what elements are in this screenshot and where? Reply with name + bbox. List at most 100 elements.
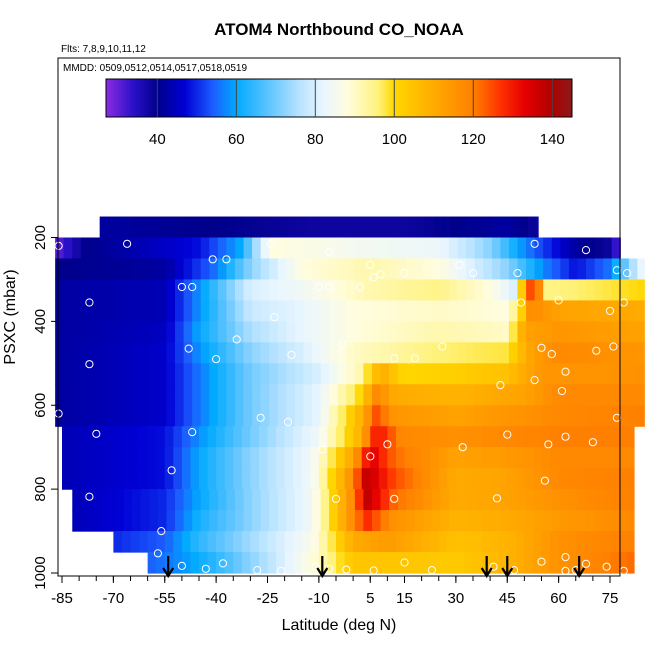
heatmap-cell [116, 216, 126, 239]
sample-point [513, 269, 522, 278]
heatmap-cell [286, 279, 296, 302]
heatmap-cell [166, 363, 176, 385]
heatmap-cell [123, 279, 133, 302]
heatmap-cell [277, 342, 287, 364]
heatmap-cell [243, 237, 253, 260]
heatmap-cell [183, 321, 193, 343]
heatmap-cell [541, 468, 551, 490]
heatmap-cell [132, 405, 142, 427]
heatmap-cell [252, 258, 262, 281]
sample-point [605, 306, 615, 315]
heatmap-cell [303, 405, 313, 427]
heatmap-cell [568, 237, 579, 260]
heatmap-cell [192, 363, 202, 385]
heatmap-cell [175, 510, 185, 532]
heatmap-cell [115, 405, 125, 427]
heatmap-cell [199, 531, 209, 553]
heatmap-cell [337, 342, 347, 364]
heatmap-cell [346, 237, 356, 260]
heatmap-cell [252, 321, 262, 343]
heatmap-cell [200, 384, 210, 406]
heatmap-cell [423, 510, 433, 532]
heatmap-cell [526, 342, 536, 364]
heatmap-row [55, 342, 645, 364]
heatmap-cell [346, 384, 356, 406]
heatmap-cell [106, 279, 116, 302]
heatmap-cell [276, 426, 286, 448]
heatmap-cell [130, 468, 140, 490]
heatmap-cell [286, 258, 296, 281]
heatmap-cell [532, 426, 543, 448]
heatmap-cell [575, 447, 585, 469]
heatmap-row [147, 552, 635, 574]
heatmap-cell [431, 489, 442, 511]
sample-point [123, 239, 132, 248]
heatmap-cell [601, 468, 611, 490]
heatmap-cell [466, 405, 476, 427]
heatmap-cell [217, 258, 227, 281]
heatmap-cell [192, 342, 202, 364]
heatmap-cell [269, 237, 279, 260]
heatmap-cell [430, 552, 440, 574]
heatmap-cell [389, 321, 399, 343]
heatmap-cell [440, 279, 450, 302]
heatmap-cell [534, 237, 544, 260]
heatmap-cell [455, 531, 466, 553]
heatmap-cell [508, 384, 519, 406]
heatmap-cell [62, 447, 72, 469]
heatmap-cell [72, 489, 82, 511]
heatmap-cell [558, 447, 568, 469]
heatmap-cell [168, 216, 178, 239]
heatmap-cell [200, 405, 210, 427]
heatmap-cell [628, 300, 638, 322]
heatmap-cell [389, 405, 399, 427]
heatmap-cell [517, 300, 527, 322]
heatmap-cell [594, 363, 604, 385]
heatmap-cell [361, 531, 371, 553]
heatmap-cell [466, 489, 476, 511]
heatmap-cell [199, 426, 209, 448]
heatmap-cell [329, 279, 339, 302]
sample-point [383, 440, 392, 449]
heatmap-cell [508, 321, 519, 343]
x-tick-label: 45 [499, 590, 516, 607]
colorbar-tick-label: 100 [382, 131, 407, 148]
heatmap-cell [397, 300, 407, 322]
heatmap-cell [166, 300, 176, 322]
heatmap-cell [534, 279, 544, 302]
heatmap-cell [481, 468, 491, 490]
heatmap-cell [132, 300, 142, 322]
sample-point [232, 335, 241, 344]
heatmap-cell [346, 342, 356, 364]
heatmap-cell [207, 468, 217, 490]
heatmap-cell [200, 489, 210, 511]
heatmap-cell [406, 258, 416, 281]
heatmap-cell [164, 531, 174, 553]
heatmap-cell [594, 258, 604, 281]
heatmap-cell [130, 531, 140, 553]
heatmap-cell [258, 552, 269, 574]
heatmap-cell [226, 405, 236, 427]
sample-point [338, 340, 347, 349]
heatmap-cell [269, 510, 279, 532]
heatmap-cell [380, 489, 390, 511]
heatmap-cell [216, 531, 226, 553]
heatmap-cell [190, 531, 200, 553]
heatmap-cell [269, 258, 279, 281]
heatmap-cell [395, 468, 406, 490]
heatmap-cell [551, 363, 561, 385]
heatmap-cell [438, 468, 448, 490]
heatmap-cell [310, 531, 320, 553]
heatmap-cell [286, 342, 296, 364]
heatmap-cell [449, 363, 459, 385]
heatmap-cell [637, 258, 645, 281]
heatmap-cell [550, 447, 560, 469]
heatmap-cell [106, 384, 116, 406]
x-tick-label: -10 [308, 590, 330, 607]
heatmap-cell [346, 510, 356, 532]
heatmap-cell [329, 342, 339, 364]
heatmap-cell [216, 552, 226, 574]
heatmap-cell [371, 510, 382, 532]
heatmap-cell [260, 279, 270, 302]
